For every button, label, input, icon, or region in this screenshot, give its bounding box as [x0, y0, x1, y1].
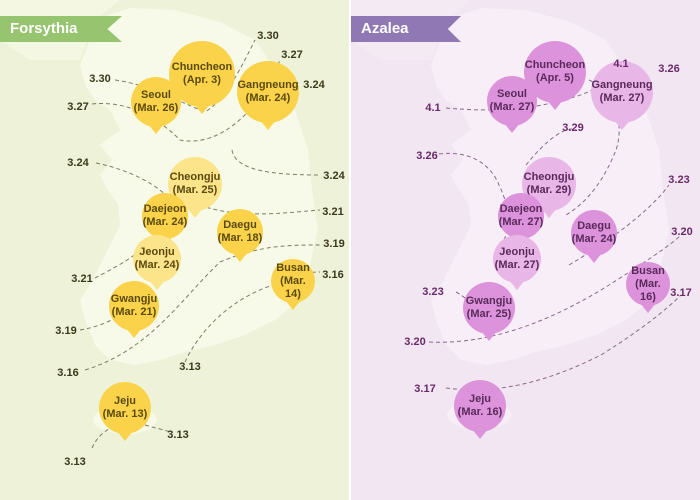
city-name: Cheongju	[169, 171, 221, 183]
panel-divider	[349, 0, 351, 500]
isoline-label: 3.29	[562, 122, 584, 134]
city-daegu: Daegu (Mar. 18)	[217, 209, 263, 255]
isoline-label: 3.24	[303, 79, 325, 91]
city-jeju: Jeju (Mar. 13)	[99, 382, 151, 434]
city-name: Gwangju	[465, 295, 513, 307]
isoline-label: 3.19	[323, 238, 345, 250]
city-busan: Busan (Mar. 16)	[626, 262, 670, 306]
city-daegu: Daegu (Mar. 24)	[571, 210, 617, 256]
isoline-label: 3.13	[179, 361, 201, 373]
city-name: Jeonju	[499, 246, 535, 258]
city-daejeon: Daejeon (Mar. 27)	[498, 193, 544, 239]
forsythia-panel: Forsythia Chuncheon (Apr. 3) Seoul (Mar.…	[0, 0, 349, 500]
city-gangneung: Gangneung (Mar. 27)	[591, 61, 653, 123]
isoline-label: 3.23	[422, 286, 444, 298]
isoline-label: 4.1	[613, 58, 629, 70]
city-busan: Busan (Mar. 14)	[271, 259, 315, 303]
city-date: (Mar. 27)	[498, 216, 544, 228]
isoline-label: 4.1	[425, 102, 441, 114]
isoline-label: 3.17	[414, 383, 436, 395]
isoline-319	[84, 244, 321, 371]
city-name: Jeju	[113, 395, 136, 407]
city-date: (Mar. 24)	[245, 92, 291, 104]
city-date: (Mar. 16)	[457, 406, 503, 418]
isoline-label: 3.26	[416, 150, 438, 162]
isoline-label: 3.24	[323, 170, 345, 182]
city-name: Seoul	[497, 88, 527, 100]
city-seoul: Seoul (Mar. 27)	[487, 76, 537, 126]
isoline-label: 3.27	[281, 49, 303, 61]
city-date: (Mar. 25)	[172, 184, 218, 196]
isoline-label: 3.24	[67, 157, 89, 169]
city-gwangju: Gwangju (Mar. 21)	[109, 281, 159, 331]
isoline-329	[525, 128, 577, 166]
city-name: Gangneung	[591, 79, 653, 91]
city-date: (Apr. 3)	[183, 74, 221, 86]
city-name: Jeju	[468, 393, 491, 405]
isoline-label: 3.16	[57, 367, 79, 379]
city-date: (Mar. 29)	[526, 184, 572, 196]
isoline-313-a	[91, 424, 126, 449]
city-date: (Mar. 18)	[217, 232, 263, 244]
city-date: (Apr. 5)	[536, 72, 574, 84]
isoline-313-b	[144, 424, 171, 433]
isoline-label: 3.20	[404, 336, 426, 348]
forsythia-title-tag: Forsythia	[0, 16, 122, 42]
city-name: Daegu	[577, 220, 611, 232]
isoline-324-a	[95, 162, 176, 206]
city-date: (Mar. 16)	[635, 277, 661, 303]
city-name: Daejeon	[143, 203, 187, 215]
city-name: Daegu	[223, 219, 257, 231]
city-date: (Mar. 27)	[494, 259, 540, 271]
city-gwangju: Gwangju (Mar. 25)	[463, 282, 515, 334]
city-name: Chuncheon	[171, 61, 233, 73]
azalea-panel: Azalea Chuncheon (Apr. 5) Seoul (Mar. 27…	[351, 0, 700, 500]
city-name: Busan	[276, 261, 310, 274]
isoline-label: 3.30	[89, 73, 111, 85]
city-date: (Mar. 27)	[599, 92, 645, 104]
city-name: Jeonju	[139, 246, 175, 258]
city-date: (Mar. 14)	[280, 274, 306, 300]
city-cheongju: Cheongju (Mar. 25)	[168, 157, 222, 211]
isoline-324-b	[231, 149, 321, 176]
isoline-label: 3.13	[167, 429, 189, 441]
city-date: (Mar. 24)	[571, 233, 617, 245]
city-date: (Mar. 25)	[466, 308, 512, 320]
city-date: (Mar. 24)	[134, 259, 180, 271]
isoline-label: 3.26	[658, 63, 680, 75]
city-date: (Mar. 26)	[133, 102, 179, 114]
city-date: (Mar. 13)	[102, 408, 148, 420]
isoline-label: 3.30	[257, 30, 279, 42]
isoline-label: 3.21	[71, 273, 93, 285]
isoline-label: 3.19	[55, 325, 77, 337]
city-date: (Mar. 21)	[111, 306, 157, 318]
city-date: (Mar. 27)	[489, 101, 535, 113]
city-name: Busan	[631, 264, 665, 277]
city-name: Gangneung	[237, 79, 299, 91]
city-jeju: Jeju (Mar. 16)	[454, 380, 506, 432]
city-daejeon: Daejeon (Mar. 24)	[142, 193, 188, 239]
azalea-title-tag: Azalea	[351, 16, 461, 42]
isoline-label: 3.23	[668, 174, 690, 186]
city-jeonju: Jeonju (Mar. 24)	[133, 235, 181, 283]
isoline-321-a	[199, 204, 321, 215]
isoline-323-b	[568, 184, 670, 266]
city-name: Gwangju	[110, 293, 158, 305]
isoline-label: 3.13	[64, 456, 86, 468]
isoline-320	[428, 234, 682, 343]
isoline-label: 3.20	[671, 226, 693, 238]
city-name: Cheongju	[523, 171, 575, 183]
isoline-label: 3.27	[67, 101, 89, 113]
city-name: Seoul	[141, 89, 171, 101]
city-gangneung: Gangneung (Mar. 24)	[237, 61, 299, 123]
isoline-label: 3.17	[670, 287, 692, 299]
city-seoul: Seoul (Mar. 26)	[131, 77, 181, 127]
isoline-label: 3.21	[322, 206, 344, 218]
city-date: (Mar. 24)	[142, 216, 188, 228]
city-name: Daejeon	[499, 203, 543, 215]
city-name: Chuncheon	[524, 59, 586, 71]
isoline-label: 3.16	[322, 269, 344, 281]
city-jeonju: Jeonju (Mar. 27)	[493, 235, 541, 283]
